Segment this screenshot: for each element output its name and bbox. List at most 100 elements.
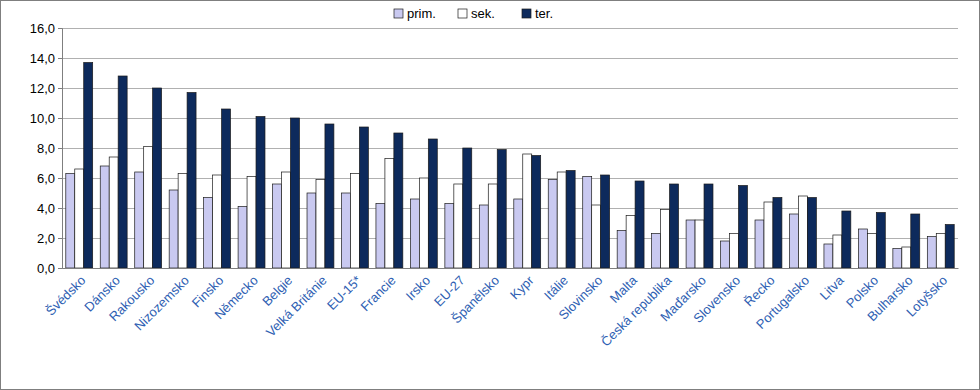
- y-axis: 0,02,04,06,08,010,012,014,016,0: [30, 21, 63, 276]
- bar: [842, 211, 851, 268]
- bar: [169, 190, 178, 268]
- bar: [523, 154, 532, 268]
- bars: [66, 63, 954, 269]
- bar: [394, 133, 403, 268]
- bar: [204, 198, 213, 269]
- bar: [247, 177, 256, 269]
- x-tick-label: Irsko: [403, 273, 434, 304]
- bar: [858, 229, 867, 268]
- bar: [902, 247, 911, 268]
- bar: [686, 220, 695, 268]
- bar: [557, 172, 566, 268]
- y-tick-mark: [58, 88, 62, 89]
- x-tick: Nizozemsko: [131, 268, 192, 333]
- bar: [325, 124, 334, 268]
- bar: [927, 237, 936, 269]
- bar: [661, 210, 670, 269]
- legend-item: sek.: [458, 6, 495, 21]
- bar: [238, 207, 247, 269]
- bar: [592, 205, 601, 268]
- chart: 0,02,04,06,08,010,012,014,016,0ŠvédskoDá…: [0, 0, 980, 390]
- y-tick-label: 14,0: [30, 51, 55, 66]
- legend-item: ter.: [522, 6, 553, 21]
- y-axis-line: [58, 29, 63, 269]
- bar: [410, 199, 419, 268]
- x-tick: Irsko: [403, 268, 434, 303]
- x-tick: Litva: [817, 268, 848, 303]
- x-tick-label: Slovinsko: [556, 273, 606, 323]
- x-tick: Slovensko: [690, 268, 743, 326]
- x-tick-label: Švédsko: [43, 273, 89, 319]
- x-tick-label: EU-15*: [324, 273, 364, 313]
- bar: [350, 174, 359, 269]
- bar: [617, 231, 626, 269]
- bar: [798, 196, 807, 268]
- bar: [282, 172, 291, 268]
- x-tick-label: Itálie: [541, 273, 571, 303]
- y-tick-label: 0,0: [37, 261, 55, 276]
- legend-label: ter.: [535, 6, 553, 21]
- x-tick: Itálie: [541, 268, 571, 303]
- bar: [290, 118, 299, 268]
- bar: [789, 214, 798, 268]
- bar: [893, 249, 902, 269]
- bar: [135, 172, 144, 268]
- x-tick: Velká Británie: [263, 268, 330, 340]
- bar: [833, 235, 842, 268]
- y-tick: 2,0: [37, 231, 62, 246]
- bar: [213, 175, 222, 268]
- series: [75, 147, 945, 269]
- y-tick-label: 10,0: [30, 111, 55, 126]
- bar: [583, 177, 592, 269]
- bar: [100, 166, 109, 268]
- bar: [695, 220, 704, 268]
- y-tick-mark: [58, 28, 62, 29]
- y-tick-mark: [58, 178, 62, 179]
- bar: [730, 234, 739, 269]
- legend-item: prim.: [394, 6, 436, 21]
- y-tick: 8,0: [37, 141, 62, 156]
- x-tick-label: Kypr: [507, 272, 537, 302]
- bar: [256, 117, 265, 269]
- bar: [911, 214, 920, 268]
- bar: [670, 184, 679, 268]
- bar: [867, 234, 876, 269]
- y-tick: 16,0: [30, 21, 62, 36]
- bar: [738, 186, 747, 269]
- bar: [704, 184, 713, 268]
- x-tick-label: Nizozemsko: [131, 273, 192, 334]
- x-tick: Slovinsko: [556, 268, 606, 323]
- bar: [454, 184, 463, 268]
- legend-swatch: [394, 9, 403, 18]
- bar: [222, 109, 231, 268]
- y-tick: 6,0: [37, 171, 62, 186]
- bar: [316, 180, 325, 269]
- bar: [532, 156, 541, 269]
- x-tick-label: Německo: [211, 273, 260, 322]
- y-tick-mark: [58, 148, 62, 149]
- legend-label: sek.: [471, 6, 495, 21]
- bar: [876, 213, 885, 269]
- x-tick: Lotyšsko: [903, 268, 950, 320]
- bar: [945, 225, 954, 269]
- x-tick: Španělsko: [449, 268, 503, 326]
- bar: [721, 241, 730, 268]
- x-tick: Francie: [357, 268, 398, 314]
- y-tick-label: 2,0: [37, 231, 55, 246]
- bar: [445, 204, 454, 269]
- bar: [109, 157, 118, 268]
- x-tick-label: Slovensko: [690, 273, 743, 326]
- y-tick-label: 12,0: [30, 81, 55, 96]
- bar: [84, 63, 93, 269]
- x-axis-line: [63, 268, 959, 269]
- x-tick-label: Francie: [357, 273, 398, 314]
- bar: [178, 174, 187, 269]
- bar: [566, 171, 575, 269]
- y-tick: 0,0: [37, 261, 62, 276]
- y-tick-mark: [58, 208, 62, 209]
- bar: [75, 169, 84, 268]
- x-tick: Portugalsko: [753, 268, 812, 332]
- bar: [273, 184, 282, 268]
- grid-line: [62, 88, 958, 89]
- bar: [463, 148, 472, 268]
